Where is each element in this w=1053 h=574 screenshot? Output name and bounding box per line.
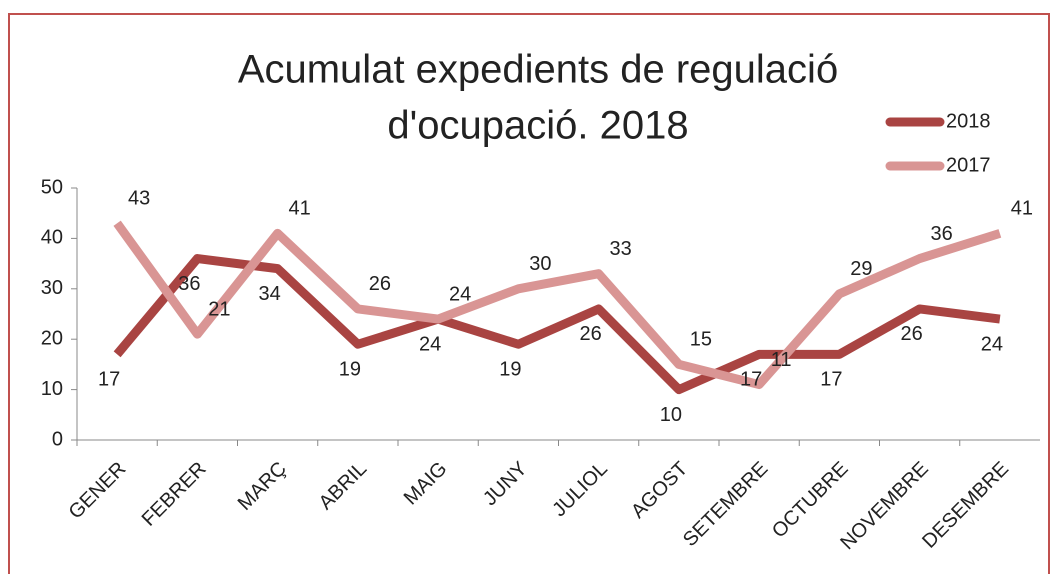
x-tick-label: GENER	[65, 458, 131, 524]
data-label: 21	[208, 298, 230, 320]
x-tick-label: JUNY	[479, 458, 531, 510]
data-label: 30	[529, 253, 551, 275]
x-tick-label: FEBRER	[138, 458, 211, 531]
y-tick-label: 10	[41, 378, 63, 400]
series-line	[113, 220, 1002, 390]
data-label: 33	[610, 238, 632, 260]
data-label: 26	[901, 323, 923, 345]
data-label: 26	[369, 273, 391, 295]
x-tick-label: SETEMBRE	[679, 458, 772, 551]
legend-label: 2018	[946, 110, 991, 132]
y-tick-label: 0	[52, 428, 63, 450]
data-label: 17	[740, 369, 762, 391]
x-tick-label: MAIG	[400, 458, 452, 510]
data-label: 24	[981, 333, 1003, 355]
x-tick-label: AGOST	[627, 458, 692, 523]
y-tick-label: 50	[41, 176, 63, 198]
x-tick-label: OCTUBRE	[768, 458, 853, 543]
data-label: 17	[98, 369, 120, 391]
chart-frame	[8, 13, 1050, 574]
data-label: 36	[178, 273, 200, 295]
data-label: 15	[690, 329, 712, 351]
y-tick-label: 20	[41, 327, 63, 349]
data-label: 34	[259, 283, 281, 305]
y-tick-label: 30	[41, 277, 63, 299]
data-label: 41	[1011, 198, 1033, 220]
x-tick-label: ABRIL	[315, 458, 371, 514]
data-label: 41	[289, 198, 311, 220]
data-label: 24	[419, 333, 441, 355]
chart-title: Acumulat expedients de regulació	[238, 48, 838, 92]
data-label: 24	[449, 283, 471, 305]
x-tick-label: JULIOL	[548, 458, 612, 522]
legend-label: 2017	[946, 154, 991, 176]
data-label: 11	[771, 349, 792, 371]
data-label: 36	[931, 223, 953, 245]
x-tick-label: DESEMBRE	[918, 458, 1013, 553]
data-label: 10	[660, 404, 682, 426]
x-tick-label: MARÇ	[234, 458, 291, 515]
series-line	[113, 254, 1001, 395]
data-label: 26	[580, 323, 602, 345]
y-tick-label: 40	[41, 227, 63, 249]
data-label: 17	[820, 369, 842, 391]
chart-title: d'ocupació. 2018	[387, 104, 688, 148]
data-label: 19	[499, 359, 521, 381]
data-label: 43	[128, 188, 150, 210]
data-label: 19	[339, 359, 361, 381]
data-label: 29	[850, 258, 872, 280]
